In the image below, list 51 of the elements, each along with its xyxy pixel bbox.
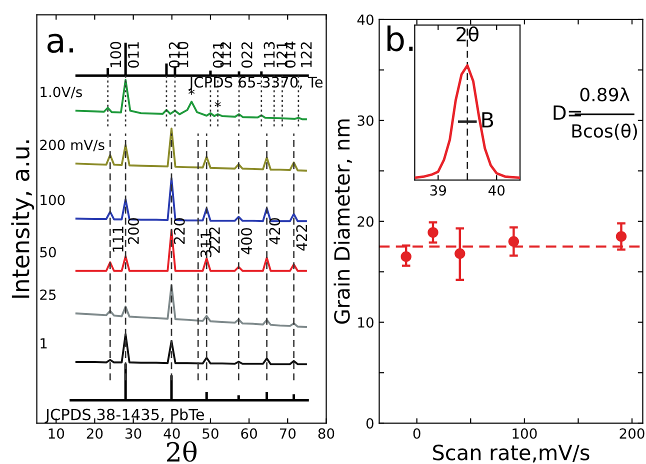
y-tick-label: 10 <box>358 317 374 328</box>
annotation: 200 <box>128 218 139 244</box>
annotation: 220 <box>174 218 185 244</box>
series-label: 200 mV/s <box>40 140 104 152</box>
annotation: 122 <box>300 42 312 68</box>
annotation: 311 <box>200 232 212 258</box>
annotation: 420 <box>269 218 280 244</box>
text: 1 <box>40 338 47 348</box>
y-tick-label: 40 <box>357 14 374 25</box>
x-tick-label: 60 <box>241 428 257 439</box>
annotation: JCPDS 65-3370, Te <box>188 76 323 90</box>
x-tick-label: 200 <box>620 428 644 439</box>
annotation: 022 <box>241 42 252 68</box>
x-tick-label: 10 <box>48 428 64 439</box>
annotation: a. <box>48 34 73 53</box>
series-label: 1.0V/s <box>40 86 82 98</box>
series-label: 25 <box>40 289 56 300</box>
annotation: 2θ <box>456 26 478 42</box>
annotation: B <box>482 112 494 128</box>
annotation: 113 <box>264 42 275 68</box>
annotation: * <box>214 101 221 108</box>
annotation: 0.89λ <box>580 87 630 102</box>
x-tick-label: 70 <box>280 428 296 439</box>
annotation: D= <box>554 106 582 120</box>
y-axis-title: Grain Diameter, nm <box>334 120 352 324</box>
y-axis-title: Intensity, a.u. <box>11 140 34 298</box>
x-tick-label: 50 <box>202 428 218 439</box>
annotation: 400 <box>240 228 252 254</box>
y-tick-label: 0 <box>366 418 374 429</box>
x-axis-title: 2θ <box>166 441 197 462</box>
series-label: 100 <box>40 194 65 206</box>
series-label: 50 <box>40 246 56 258</box>
x-tick-label: 80 <box>318 428 334 439</box>
annotation: * <box>188 88 195 95</box>
annotation: 222 <box>208 228 220 253</box>
annotation: Bcos(θ) <box>572 124 637 140</box>
x-tick-label: 39 <box>430 185 446 196</box>
annotation: b. <box>388 26 413 52</box>
y-tick-label: 30 <box>358 115 374 126</box>
text: JCPDS 38-1435, PbTe <box>44 408 204 424</box>
x-tick-label: 40 <box>164 428 180 439</box>
annotation: 422 <box>296 225 307 251</box>
x-tick-label: 0 <box>413 428 420 439</box>
annotation: 100 <box>110 42 122 68</box>
annotation: 111 <box>112 226 124 252</box>
x-axis-title: Scan rate,mV/s <box>433 444 590 462</box>
x-tick-label: 30 <box>126 428 142 439</box>
x-tick-label: 20 <box>86 428 103 439</box>
x-tick-label: 100 <box>512 428 537 439</box>
annotation: 011 <box>128 42 139 68</box>
y-tick-label: 20 <box>358 216 374 227</box>
